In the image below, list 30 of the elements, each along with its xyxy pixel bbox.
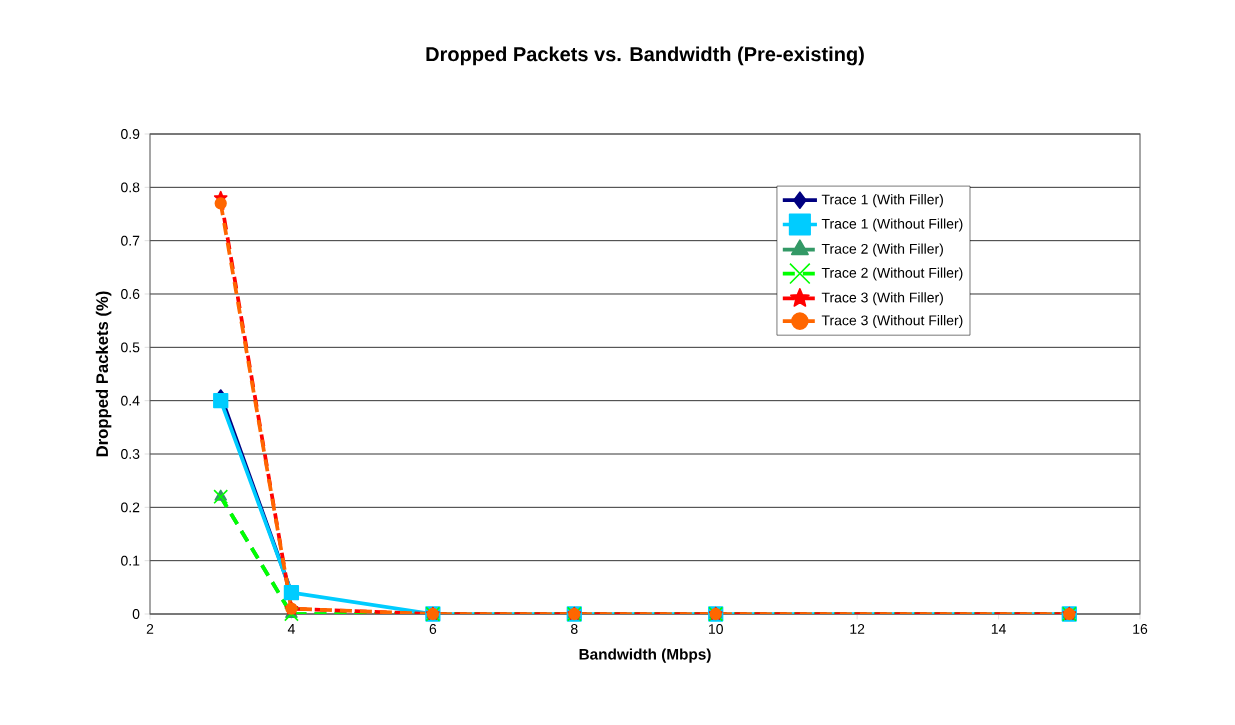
y-tick-label: 0.8 (121, 182, 140, 193)
y-tick-label: 0.1 (121, 555, 140, 566)
y-tick-label: 0.2 (121, 502, 140, 513)
x-tick-label: 8 (571, 624, 578, 634)
y-tick-label: 0 (132, 609, 140, 619)
y-tick-label: 0.3 (121, 449, 140, 459)
x-tick-label: 6 (429, 624, 437, 634)
point (214, 197, 227, 210)
x-tick-label: 10 (709, 624, 723, 634)
y-tick-label: 0.7 (121, 235, 140, 246)
legend-label: Trace 1 (With Filler) (821, 194, 943, 208)
x-tick-label: 14 (991, 624, 1006, 634)
legend-label: Trace 1 (Without Filler) (821, 218, 963, 232)
y-tick-label: 0.5 (121, 342, 140, 353)
point (213, 489, 229, 505)
x-tick-label: 16 (1133, 624, 1148, 634)
point (213, 393, 229, 409)
x-axis-title: Bandwidth (Mbps) (579, 648, 711, 663)
y-tick-label: 0.9 (121, 129, 140, 139)
legend-label: Trace 2 (Without Filler) (821, 267, 963, 281)
y-tick-label: 0.4 (121, 395, 140, 406)
x-tick-label: 12 (850, 624, 865, 634)
legend-label: Trace 2 (With Filler) (821, 243, 943, 257)
y-axis-title: Dropped Packets (%) (95, 291, 112, 457)
x-tick-label: 4 (287, 624, 295, 634)
legend-label: Trace 3 (With Filler) (821, 292, 943, 306)
chart-title: Dropped Packets vs. Bandwidth (Pre-existing) (426, 46, 864, 66)
x-tick-label: 2 (146, 624, 154, 634)
legend-label: Trace 3 (Without Filler) (821, 315, 963, 329)
y-tick-label: 0.6 (121, 289, 140, 299)
